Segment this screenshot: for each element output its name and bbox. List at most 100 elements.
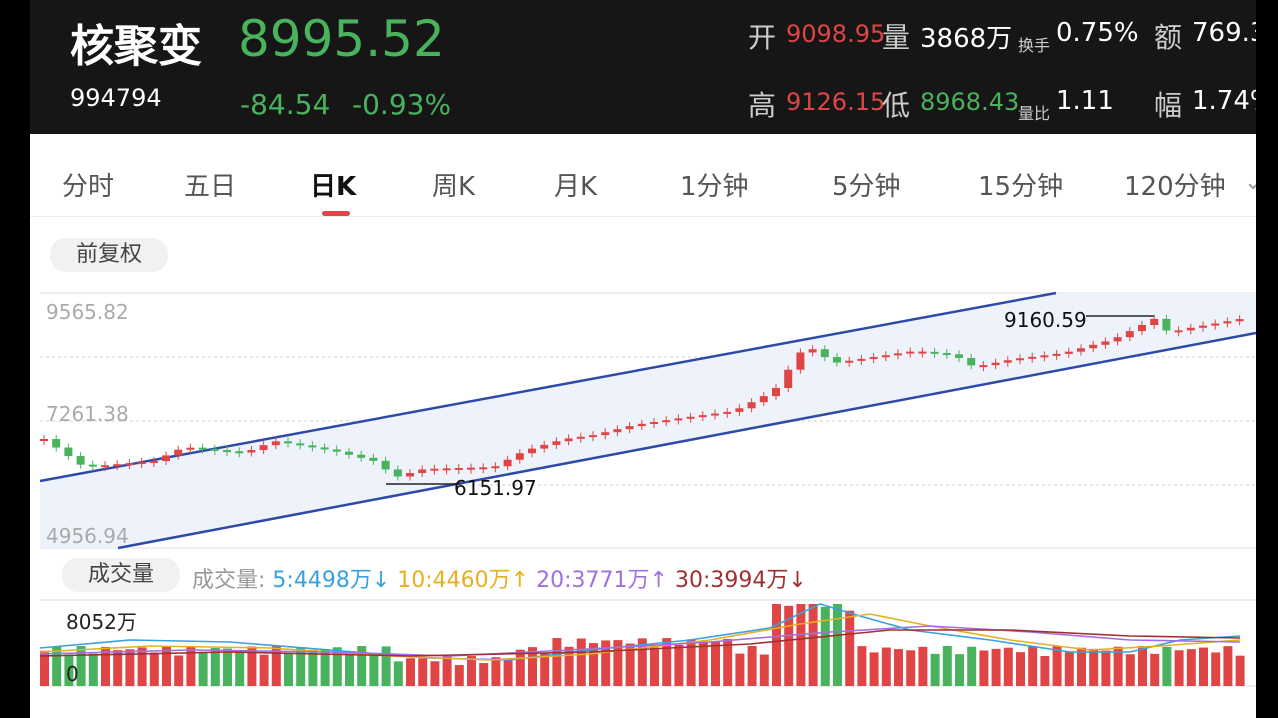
volume-bar [503, 659, 513, 686]
index-name: 核聚变 [70, 21, 202, 72]
volume-legend-prefix: 成交量: [192, 568, 266, 593]
volume-bar [772, 604, 781, 686]
candle-body [40, 439, 48, 441]
candle-body [64, 447, 73, 457]
volume-bar [711, 642, 720, 686]
volume-indicator-button[interactable]: 成交量 [62, 558, 180, 592]
amplitude-label: 幅 [1154, 89, 1183, 122]
candle-body [955, 354, 963, 358]
candle-body [796, 352, 805, 370]
volume-bar [223, 648, 232, 686]
volume-bar [857, 646, 867, 686]
candle-body [442, 468, 451, 471]
volume-bars-layer [40, 604, 1245, 686]
candle-body [601, 432, 610, 436]
volume-bar [576, 638, 586, 686]
candle-body [894, 353, 902, 356]
tab-15min[interactable]: 15分钟 [978, 172, 1064, 202]
candle-body [503, 459, 512, 467]
candle-body [576, 436, 585, 439]
tab-weekly-k[interactable]: 周K [432, 172, 476, 202]
high-value: 9126.15 [786, 88, 886, 116]
volume-bar [906, 650, 916, 686]
volume-bar [345, 652, 354, 686]
candle-body [552, 441, 561, 445]
candle-body [1125, 331, 1134, 338]
candles-layer [40, 314, 1244, 481]
quote-header: 核聚变 994794 8995.52 -84.54 -0.93% 开 9098.… [30, 0, 1256, 134]
candle-body [808, 349, 817, 353]
volume-bar [52, 646, 62, 686]
volume-bar [125, 649, 135, 686]
candle-body [210, 448, 219, 451]
open-value: 9098.95 [786, 20, 886, 48]
volume-bar [1186, 649, 1196, 686]
tab-five-day[interactable]: 五日 [184, 172, 237, 202]
volume-ma-layer [39, 603, 1241, 661]
candle-body [247, 450, 256, 453]
candle-body [869, 357, 878, 360]
ma10-value: 10:4460万↑ [397, 568, 530, 593]
volume-bar [1125, 654, 1135, 686]
tab-120min[interactable]: 120分钟 [1124, 172, 1226, 202]
kline-chart [39, 291, 1256, 687]
volume-bar [589, 643, 598, 686]
volume-bar [540, 653, 550, 686]
candle-body [393, 469, 402, 477]
volume-bar [1235, 655, 1245, 686]
volume-bar [1138, 646, 1147, 686]
candle-body [589, 435, 597, 438]
candle-body [381, 460, 390, 470]
volume-bar [1089, 648, 1099, 686]
volume-bar [442, 656, 452, 686]
volume-bar [162, 646, 171, 686]
candle-body [906, 351, 915, 354]
amplitude-value: 1.74% [1192, 86, 1256, 116]
volume-bar [662, 638, 672, 686]
volume-bar [1028, 646, 1038, 686]
volume-bar [528, 647, 537, 686]
tab-daily-k[interactable]: 日K [310, 172, 357, 202]
volume-bar [613, 640, 623, 686]
volume-bar [149, 652, 159, 686]
volume-bar [759, 654, 769, 686]
volume-bar [894, 649, 903, 686]
candle-body [711, 413, 719, 416]
candle-body [1235, 319, 1244, 322]
candle-body [759, 396, 768, 403]
tab-monthly-k[interactable]: 月K [554, 172, 598, 202]
adjust-mode-button[interactable]: 前复权 [50, 238, 168, 272]
channel-lower-line [117, 331, 1256, 550]
candle-body [406, 473, 414, 477]
volume-bar [40, 650, 49, 686]
volume-bar [796, 604, 806, 686]
period-tabs: 分时 五日 日K 周K 月K 1分钟 5分钟 15分钟 120分钟 [30, 148, 1256, 217]
candle-body [418, 469, 427, 473]
ma30-value: 30:3994万↓ [674, 568, 807, 593]
candle-body [918, 351, 927, 354]
candle-body [113, 464, 122, 467]
candle-body [772, 388, 780, 397]
candle-body [674, 418, 683, 421]
volume-bar [698, 641, 708, 686]
tab-intraday[interactable]: 分时 [62, 172, 115, 202]
volume-bar [808, 604, 818, 686]
candle-body [528, 448, 536, 454]
candle-body [564, 438, 573, 442]
volume-bar [406, 658, 415, 686]
candle-body [1138, 325, 1146, 332]
volume-bar [625, 643, 635, 686]
tab-5min[interactable]: 5分钟 [832, 172, 901, 202]
candle-body [454, 468, 463, 471]
chevron-down-icon[interactable]: ⌄ [1244, 170, 1256, 195]
candle-body [662, 420, 671, 423]
volume-bar [650, 647, 659, 686]
volume-bar [64, 654, 74, 686]
volume-bar [491, 657, 501, 686]
candle-body [357, 454, 366, 458]
candle-body [259, 445, 268, 451]
tab-1min[interactable]: 1分钟 [680, 172, 749, 202]
candle-body [296, 443, 305, 446]
volume-bar [198, 651, 208, 686]
candle-body [1223, 321, 1232, 324]
